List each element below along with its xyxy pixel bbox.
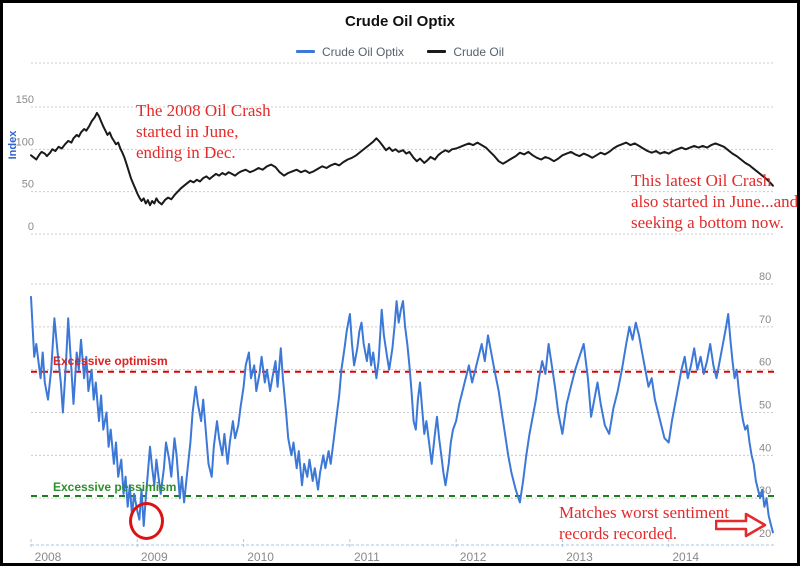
x-axis-year-label: 2012 — [460, 550, 487, 564]
crude-oil-optix-y-tick-label: 20 — [759, 528, 771, 540]
crude-oil-optix-y-tick-label: 60 — [759, 357, 771, 369]
x-axis-year-label: 2013 — [566, 550, 593, 564]
annotation-worst-sentiment: Matches worst sentiment records recorded… — [559, 503, 729, 543]
legend-optix-label: Crude Oil Optix — [321, 44, 404, 59]
crude-oil-line-swatch — [427, 50, 447, 53]
right-arrow-annotation — [715, 512, 767, 538]
legend-item-crude-oil: Crude Oil — [427, 45, 504, 59]
annotation-2014-crash: This latest Oil Crash also started in Ju… — [631, 171, 799, 232]
x-axis-year-label: 2009 — [141, 550, 168, 564]
excessive-pessimism-label: Excessive pessimism — [53, 480, 177, 494]
crude-oil-optix-y-tick-label: 40 — [759, 442, 771, 454]
x-axis-year-label: 2011 — [354, 550, 380, 564]
low-point-circle-annotation — [129, 502, 164, 540]
crude-oil-optix-y-tick-label: 50 — [759, 400, 771, 412]
legend-item-optix: Crude Oil Optix — [295, 44, 404, 59]
annotation-2008-crash: The 2008 Oil Crash started in June, endi… — [136, 101, 271, 162]
x-axis-year-label: 2014 — [672, 550, 699, 564]
x-axis-year-label: 2010 — [247, 550, 274, 564]
legend: Crude Oil Optix Crude Oil — [3, 42, 797, 59]
crude-oil-optix-y-tick-label: 70 — [759, 314, 771, 326]
crude-oil-price-y-tick-label: 150 — [16, 94, 34, 106]
crude-oil-optix-series-line — [30, 295, 774, 534]
x-axis-year-label: 2008 — [35, 550, 62, 564]
crude-oil-price-y-tick-label: 100 — [16, 136, 34, 148]
crude-oil-price-series-line — [30, 111, 774, 207]
chart-title: Crude Oil Optix — [344, 13, 455, 30]
crude-oil-optix-y-tick-label: 80 — [759, 271, 771, 283]
optix-line-swatch — [295, 50, 315, 53]
crude-oil-price-y-tick-label: 50 — [22, 179, 34, 191]
legend-crude-oil-label: Crude Oil — [453, 44, 505, 59]
excessive-optimism-label: Excessive optimism — [53, 354, 168, 368]
crude-oil-price-y-tick-label: 0 — [28, 221, 34, 233]
